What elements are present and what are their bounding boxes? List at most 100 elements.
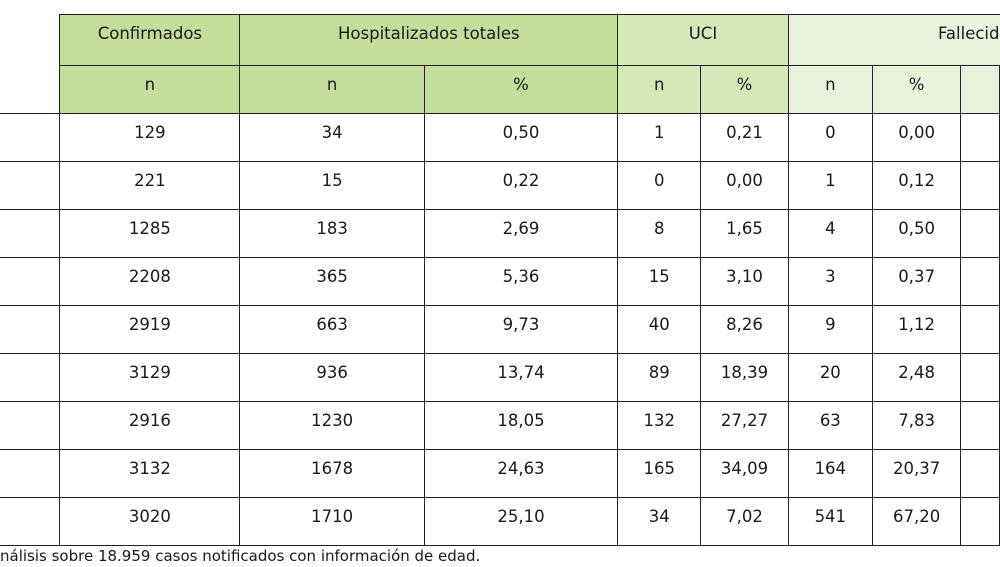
table-cell: 0,37 <box>871 257 962 306</box>
table-cell: 164 <box>787 449 873 498</box>
table-cell: 2,48 <box>871 353 962 402</box>
header-uci: UCI <box>617 14 789 66</box>
table-cell: 2,69 <box>423 209 619 258</box>
table-cell: 0,22 <box>423 161 619 210</box>
row-label-cell <box>0 305 61 354</box>
table-cell: 25,10 <box>423 497 619 546</box>
table-cell: 15 <box>239 161 425 210</box>
table-cell: 20,37 <box>871 449 962 498</box>
table-cell: 0,00 <box>700 161 789 210</box>
table-cell: 89 <box>617 353 702 402</box>
table-cell: 34 <box>617 497 702 546</box>
table-cell: 221 <box>59 161 241 210</box>
subheader-cell: % <box>700 65 789 114</box>
table-row: 221 15 0,22 0 0,00 1 0,12 <box>0 161 1000 210</box>
table-cell: 63 <box>787 401 873 450</box>
table-cell: 165 <box>617 449 702 498</box>
table-cell: 7,02 <box>700 497 789 546</box>
table-cell: 18,39 <box>700 353 789 402</box>
table-cell: 129 <box>59 113 241 162</box>
subheader-cell: n <box>617 65 702 114</box>
subheader-cell: n <box>787 65 873 114</box>
row-label-cell <box>0 497 61 546</box>
table-cell: 0,50 <box>423 113 619 162</box>
table-cell <box>960 401 1000 450</box>
table-cell: 8,26 <box>700 305 789 354</box>
header-fallecidos: Fallecid <box>787 14 1000 66</box>
corner-cell <box>0 14 61 66</box>
table-cell: 541 <box>787 497 873 546</box>
table-cell: 2916 <box>59 401 241 450</box>
table-cell: 0,12 <box>871 161 962 210</box>
table-cell <box>960 161 1000 210</box>
table-cell: 8 <box>617 209 702 258</box>
table-cell: 1230 <box>239 401 425 450</box>
table-cell <box>960 305 1000 354</box>
row-label-cell <box>0 209 61 258</box>
subheader-cell: % <box>871 65 962 114</box>
table-cell: 936 <box>239 353 425 402</box>
table-cell: 5,36 <box>423 257 619 306</box>
table-cell: 9 <box>787 305 873 354</box>
table-cell: 2919 <box>59 305 241 354</box>
table-cell: 7,83 <box>871 401 962 450</box>
table-cell: 1678 <box>239 449 425 498</box>
table-cell: 40 <box>617 305 702 354</box>
subheader-row: n n % n % n % <box>0 65 1000 114</box>
table-cell: 0 <box>787 113 873 162</box>
table-row: 2916 1230 18,05 132 27,27 63 7,83 <box>0 401 1000 450</box>
table-cell: 1,12 <box>871 305 962 354</box>
subheader-cell: n <box>59 65 241 114</box>
table-cell: 1285 <box>59 209 241 258</box>
table-cell: 3,10 <box>700 257 789 306</box>
table-cell: 0 <box>617 161 702 210</box>
table-row: 1285 183 2,69 8 1,65 4 0,50 <box>0 209 1000 258</box>
table-cell: 0,21 <box>700 113 789 162</box>
table-row: 3132 1678 24,63 165 34,09 164 20,37 <box>0 449 1000 498</box>
footnote: nálisis sobre 18.959 casos notificados c… <box>0 547 481 565</box>
header-confirmados: Confirmados <box>59 14 241 66</box>
corner-cell <box>0 65 61 114</box>
table-cell: 24,63 <box>423 449 619 498</box>
table-cell <box>960 497 1000 546</box>
table-cell: 3 <box>787 257 873 306</box>
table-cell: 1,65 <box>700 209 789 258</box>
table-cell: 15 <box>617 257 702 306</box>
table-cell: 1710 <box>239 497 425 546</box>
table-cell: 18,05 <box>423 401 619 450</box>
table-cell <box>960 209 1000 258</box>
table-row: 3020 1710 25,10 34 7,02 541 67,20 <box>0 497 1000 546</box>
table-cell: 365 <box>239 257 425 306</box>
table-cell: 4 <box>787 209 873 258</box>
row-label-cell <box>0 401 61 450</box>
table-cell: 27,27 <box>700 401 789 450</box>
row-label-cell <box>0 113 61 162</box>
table-cell: 67,20 <box>871 497 962 546</box>
row-label-cell <box>0 161 61 210</box>
table-cell: 1 <box>617 113 702 162</box>
table-cell <box>960 449 1000 498</box>
table-row: 2919 663 9,73 40 8,26 9 1,12 <box>0 305 1000 354</box>
table-row: 129 34 0,50 1 0,21 0 0,00 <box>0 113 1000 162</box>
table-cell: 34 <box>239 113 425 162</box>
row-label-cell <box>0 353 61 402</box>
table-cell: 9,73 <box>423 305 619 354</box>
row-label-cell <box>0 257 61 306</box>
table-cell: 183 <box>239 209 425 258</box>
table-cell: 3020 <box>59 497 241 546</box>
subheader-cell <box>960 65 1000 114</box>
subheader-cell: n <box>239 65 425 114</box>
table-cell: 3132 <box>59 449 241 498</box>
table-cell: 3129 <box>59 353 241 402</box>
table-cell: 663 <box>239 305 425 354</box>
header-fallecidos-label: Fallecid <box>937 24 1000 43</box>
table-cell: 2208 <box>59 257 241 306</box>
table-cell: 1 <box>787 161 873 210</box>
table-cell <box>960 113 1000 162</box>
table-row: 3129 936 13,74 89 18,39 20 2,48 <box>0 353 1000 402</box>
table-cell: 13,74 <box>423 353 619 402</box>
subheader-cell: % <box>423 65 619 114</box>
header-hospitalizados: Hospitalizados totales <box>239 14 619 66</box>
table-cell: 34,09 <box>700 449 789 498</box>
table-cell: 20 <box>787 353 873 402</box>
